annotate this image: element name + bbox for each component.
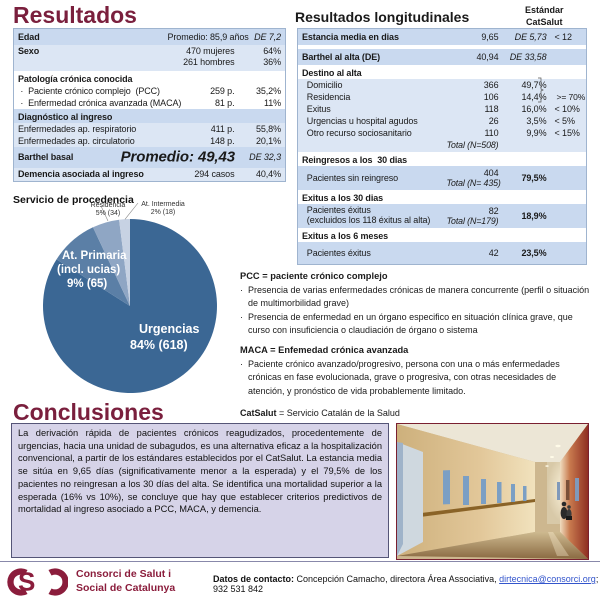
svg-text:At. Intermedia: At. Intermedia	[141, 201, 185, 208]
svg-text:S: S	[18, 568, 35, 596]
svg-text:At. Primaria: At. Primaria	[62, 250, 127, 262]
svg-text:(incl. ucias): (incl. ucias)	[57, 264, 120, 276]
svg-text:2% (18): 2% (18)	[151, 209, 176, 216]
svg-text:9% (65): 9% (65)	[67, 278, 107, 290]
svg-text:Urgencias: Urgencias	[139, 322, 199, 336]
svg-text:84% (618): 84% (618)	[130, 338, 188, 352]
svg-text:5% (34): 5% (34)	[96, 210, 121, 217]
